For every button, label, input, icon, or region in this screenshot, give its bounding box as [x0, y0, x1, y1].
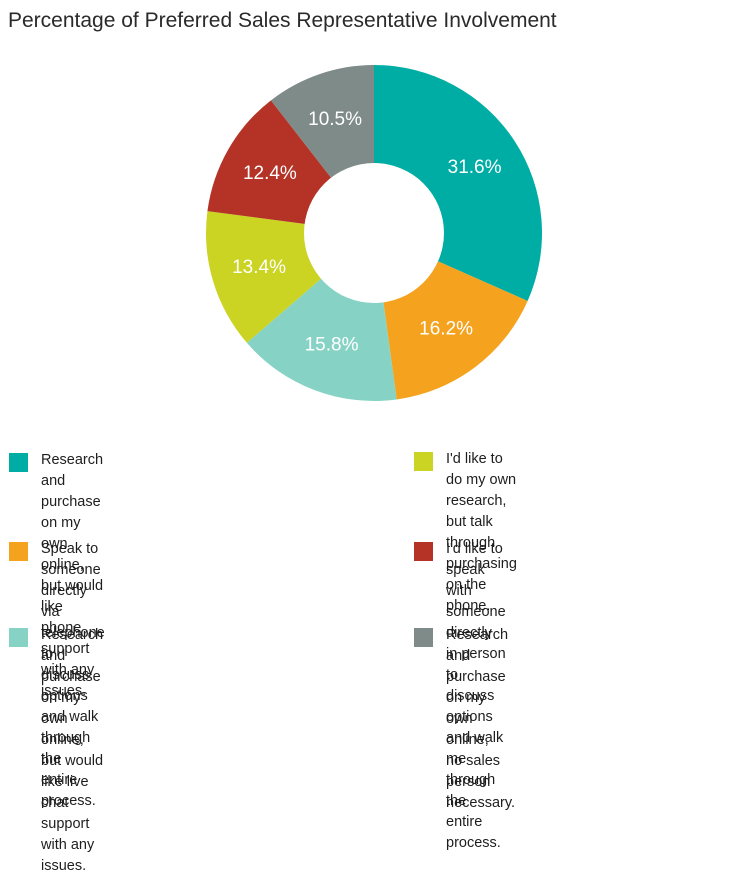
- legend-swatch: [9, 453, 28, 472]
- legend-swatch: [414, 542, 433, 561]
- slice-label-5: 12.4%: [243, 163, 297, 184]
- value-labels-group: 31.6% 16.2% 15.8% 13.4% 12.4% 10.5%: [232, 109, 502, 356]
- legend-swatch: [9, 542, 28, 561]
- slice-label-3: 15.8%: [305, 335, 359, 356]
- slice-label-2: 16.2%: [419, 318, 473, 339]
- slice-label-1: 31.6%: [448, 157, 502, 178]
- slice-label-6: 10.5%: [308, 109, 362, 130]
- legend-swatch: [9, 628, 28, 647]
- donut-hole: [304, 163, 444, 303]
- legend-swatch: [414, 452, 433, 471]
- chart-title: Percentage of Preferred Sales Representa…: [8, 9, 557, 32]
- donut-chart: 31.6% 16.2% 15.8% 13.4% 12.4% 10.5%: [206, 65, 542, 401]
- legend-swatch: [414, 628, 433, 647]
- legend-label: Research and purchase on my own online, …: [446, 627, 516, 811]
- slices-group: [206, 65, 542, 401]
- legend-label: Research and purchase on my own online, …: [41, 627, 104, 874]
- legend-label: I'd like to do my own research, but talk…: [446, 451, 517, 614]
- slice-label-4: 13.4%: [232, 257, 286, 278]
